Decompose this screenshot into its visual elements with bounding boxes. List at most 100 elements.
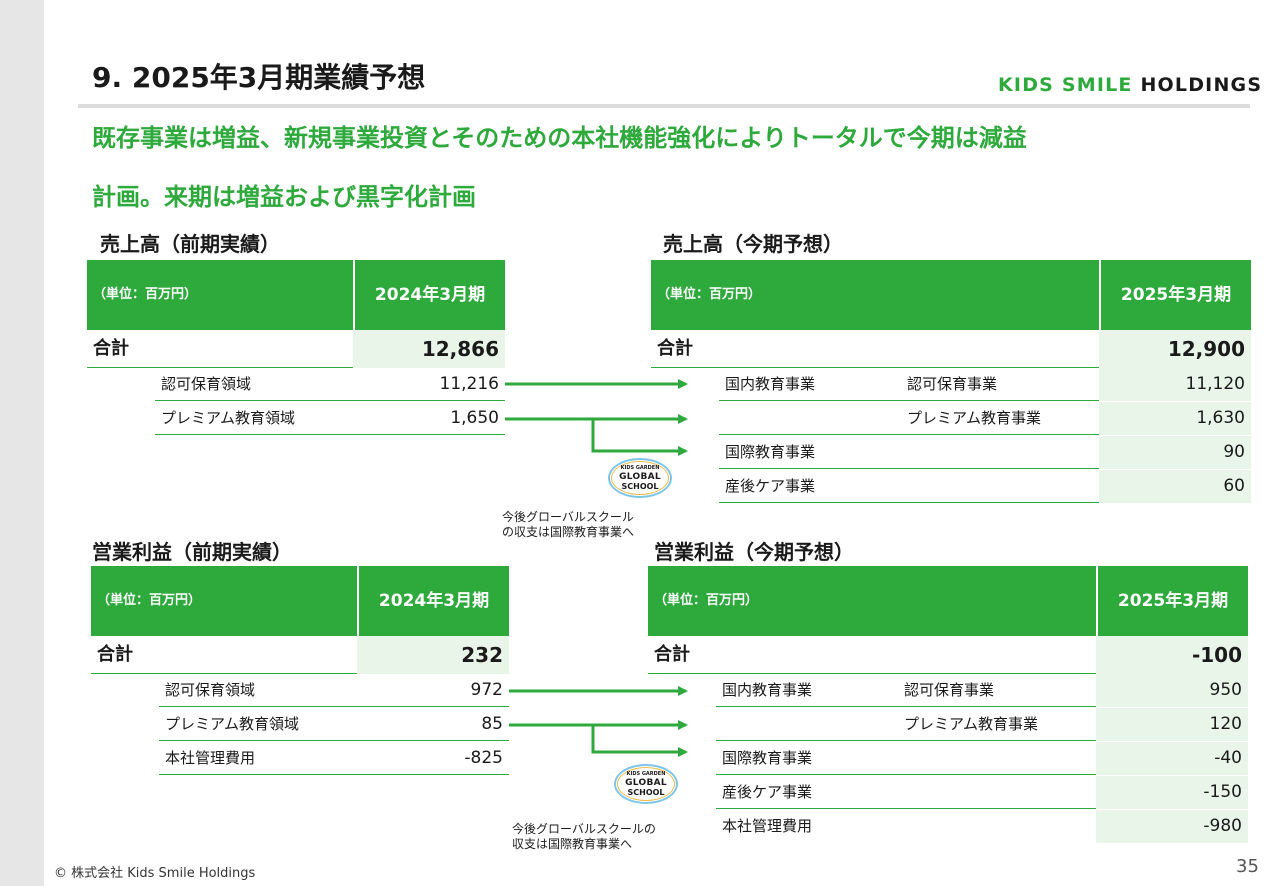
- unit-label: （単位：百万円）: [97, 593, 202, 608]
- row-label: プレミアム教育領域: [161, 409, 295, 427]
- period-label: 2025年3月期: [1099, 260, 1251, 330]
- logo-kids-smile: KIDS SMILE: [998, 74, 1133, 96]
- logo-holdings: HOLDINGS: [1140, 74, 1263, 96]
- sales-note-line2: の収支は国際教育事業へ: [502, 525, 635, 539]
- total-row: 合計 12,866: [87, 330, 505, 368]
- table-row: 国際教育事業 -40: [716, 742, 1248, 775]
- company-logo: KIDS SMILE HOLDINGS: [998, 74, 1262, 96]
- logo-small-text: KIDS GARDEN: [626, 771, 666, 777]
- row-value: -40: [1096, 742, 1248, 775]
- row-value: -980: [1096, 810, 1248, 843]
- table-row: 本社管理費用 -980: [716, 810, 1248, 843]
- unit-label: （単位：百万円）: [657, 287, 762, 302]
- row-value: -825: [464, 748, 503, 768]
- arrow-op-international: [591, 725, 688, 757]
- row-group: 国際教育事業: [722, 749, 813, 767]
- page-title: 9. 2025年3月期業績予想: [92, 61, 426, 94]
- table-header: （単位：百万円） 2024年3月期: [87, 260, 505, 330]
- logo-name-1: GLOBAL: [625, 778, 667, 788]
- row-value: 11,216: [439, 374, 499, 394]
- op-note-line1: 今後グローバルスクールの: [512, 822, 656, 836]
- total-value: 12,866: [353, 330, 505, 368]
- table-row: 認可保育領域 972: [159, 674, 509, 707]
- row-group: 産後ケア事業: [722, 783, 813, 801]
- row-label: 本社管理費用: [165, 749, 256, 767]
- row-group: 国際教育事業: [725, 443, 816, 461]
- row-value: 11,120: [1099, 368, 1251, 401]
- row-label: プレミアム教育領域: [165, 715, 299, 733]
- total-row: 合計 232: [91, 636, 509, 674]
- table-row: 国内教育事業 認可保育事業 11,120: [719, 368, 1251, 401]
- logo-ring-inner: [611, 461, 669, 495]
- table-row: 産後ケア事業 -150: [716, 776, 1248, 809]
- logo-name-1: GLOBAL: [619, 472, 661, 482]
- logo-ring: [614, 764, 678, 804]
- table-row: 本社管理費用 -825: [159, 742, 509, 775]
- table-row: 産後ケア事業 60: [719, 470, 1251, 503]
- total-row: 合計 -100: [648, 636, 1248, 674]
- table-header: （単位：百万円） 2025年3月期: [648, 566, 1248, 636]
- row-label: 認可保育領域: [161, 375, 252, 393]
- row-value: 972: [470, 680, 503, 700]
- row-group: 国内教育事業: [722, 681, 813, 699]
- table-header: （単位：百万円） 2024年3月期: [91, 566, 509, 636]
- row-value: -150: [1096, 776, 1248, 809]
- row-value: 1,650: [450, 408, 499, 428]
- left-sidebar-strip: [0, 0, 44, 886]
- row-value: 90: [1099, 436, 1251, 469]
- period-label: 2025年3月期: [1096, 566, 1248, 636]
- logo-ring-inner: [617, 767, 675, 801]
- page-number: 35: [1236, 856, 1259, 877]
- row-group: 国内教育事業: [725, 375, 816, 393]
- unit-label: （単位：百万円）: [654, 593, 759, 608]
- period-label: 2024年3月期: [357, 566, 509, 636]
- table-row: プレミアム教育事業 1,630: [719, 402, 1251, 435]
- total-value: -100: [1096, 636, 1248, 674]
- row-group: 本社管理費用: [722, 817, 813, 835]
- row-value: 950: [1096, 674, 1248, 707]
- op-note-line2: 収支は国際教育事業へ: [512, 837, 633, 851]
- row-label: プレミアム教育事業: [904, 715, 1038, 733]
- logo-small-text: KIDS GARDEN: [620, 465, 660, 471]
- op-curr-title: 営業利益（今期予想）: [654, 540, 854, 564]
- table-row: 国際教育事業 90: [719, 436, 1251, 469]
- row-value: 60: [1099, 470, 1251, 503]
- row-group: 産後ケア事業: [725, 477, 816, 495]
- row-label: 認可保育事業: [904, 681, 995, 699]
- total-value: 232: [357, 636, 509, 674]
- table-row: 認可保育領域 11,216: [155, 368, 505, 401]
- headline-line2: 計画。来期は増益および黒字化計画: [92, 183, 476, 211]
- unit-label: （単位：百万円）: [93, 287, 198, 302]
- sales-curr-title: 売上高（今期予想）: [663, 232, 843, 256]
- total-label: 合計: [657, 338, 693, 359]
- period-label: 2024年3月期: [353, 260, 505, 330]
- sales-note: 今後グローバルスクール の収支は国際教育事業へ: [502, 510, 634, 540]
- table-row: 国内教育事業 認可保育事業 950: [716, 674, 1248, 707]
- logo-ring: [608, 458, 672, 498]
- op-prev-title: 営業利益（前期実績）: [92, 540, 292, 564]
- total-label: 合計: [97, 644, 133, 665]
- op-note: 今後グローバルスクールの 収支は国際教育事業へ: [512, 822, 656, 852]
- row-label: 認可保育領域: [165, 681, 256, 699]
- row-value: 120: [1096, 708, 1248, 741]
- row-value: 1,630: [1099, 402, 1251, 435]
- headline-line1: 既存事業は増益、新規事業投資とそのための本社機能強化によりトータルで今期は減益: [92, 124, 1027, 152]
- copyright: © 株式会社 Kids Smile Holdings: [54, 866, 256, 881]
- table-header: （単位：百万円） 2025年3月期: [651, 260, 1251, 330]
- total-label: 合計: [654, 644, 690, 665]
- table-row: プレミアム教育領域 85: [159, 708, 509, 741]
- total-label: 合計: [93, 338, 129, 359]
- total-row: 合計 12,900: [651, 330, 1251, 368]
- header-divider: [78, 104, 1250, 108]
- logo-name-2: SCHOOL: [621, 482, 659, 491]
- table-row: プレミアム教育事業 120: [716, 708, 1248, 741]
- row-label: プレミアム教育事業: [907, 409, 1041, 427]
- arrow-sales-international: [591, 419, 688, 456]
- logo-name-2: SCHOOL: [627, 788, 665, 797]
- row-label: 認可保育事業: [907, 375, 998, 393]
- global-school-logo: KIDS GARDEN GLOBAL SCHOOL: [608, 458, 672, 498]
- sales-note-line1: 今後グローバルスクール: [502, 510, 634, 524]
- sales-prev-title: 売上高（前期実績）: [100, 232, 280, 256]
- global-school-logo: KIDS GARDEN GLOBAL SCHOOL: [614, 764, 678, 804]
- total-value: 12,900: [1099, 330, 1251, 368]
